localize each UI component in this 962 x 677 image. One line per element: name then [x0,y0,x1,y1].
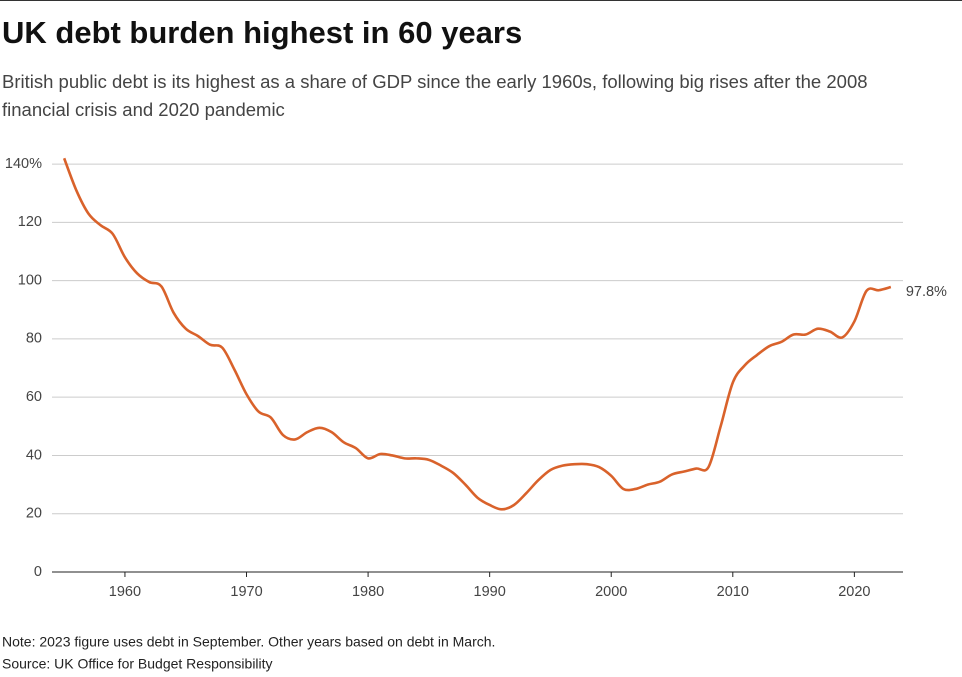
x-tick-label: 2010 [717,584,749,600]
y-tick-label: 20 [26,506,42,522]
y-tick-label: 60 [26,389,42,405]
y-tick-label: 40 [26,447,42,463]
subtitle: financial crisis and 2020 pandemic [2,99,285,120]
note: Note: 2023 figure uses debt in September… [2,634,495,650]
value-label: 97.8% [906,284,947,300]
x-tick-label: 1990 [474,584,506,600]
y-tick-label: 80 [26,331,42,347]
x-tick-label: 2020 [838,584,870,600]
y-tick-label: 120 [18,214,42,230]
y-tick-label: 140% [5,156,42,172]
chart-title: UK debt burden highest in 60 years [2,15,522,50]
x-tick-label: 1960 [109,584,141,600]
y-tick-label: 100 [18,272,42,288]
line [62,157,892,511]
subtitle: British public debt is its highest as a … [2,71,868,92]
source: Source: UK Office for Budget Responsibil… [2,656,273,672]
x-tick-label: 1980 [352,584,384,600]
y-tick-label: 0 [34,564,42,580]
x-tick-label: 1970 [230,584,262,600]
x-tick-label: 2000 [595,584,627,600]
